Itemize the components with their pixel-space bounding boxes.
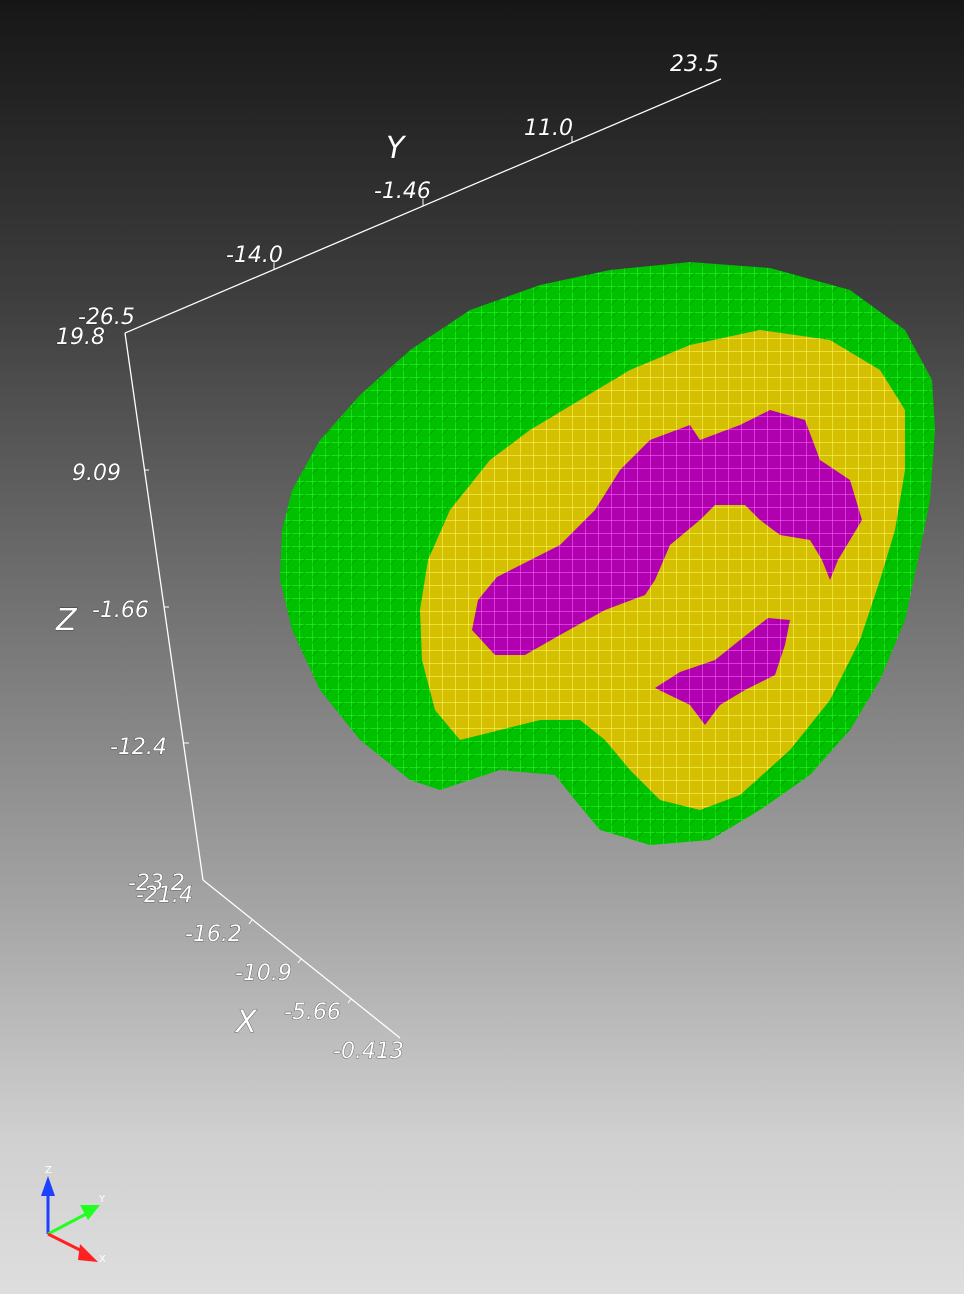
x-tick-label: -16.2 — [185, 922, 242, 947]
voxel-model[interactable] — [280, 262, 935, 845]
y-tick-label: -14.0 — [226, 243, 283, 268]
z-tick-label: -12.4 — [110, 735, 167, 760]
orientation-triad[interactable]: Z Y X — [41, 1165, 106, 1265]
inner-core-layer — [472, 410, 862, 655]
triad-y-label: Y — [98, 1194, 106, 1205]
z-tick-label: -23.2 — [128, 871, 185, 896]
z-arrow-icon — [41, 1176, 55, 1234]
y-arrow-icon — [47, 1205, 100, 1236]
y-axis-ticks — [273, 136, 573, 269]
triad-x-label: X — [99, 1254, 106, 1265]
triad-z-label: Z — [45, 1165, 52, 1176]
cube-axes: Y Z X -26.5 -14.0 -1.46 11.0 23.5 19.8 9… — [55, 52, 722, 1064]
y-axis-title: Y — [386, 131, 407, 166]
x-arrow-icon — [47, 1232, 98, 1262]
z-axis-title: Z — [55, 603, 78, 638]
y-tick-label: -1.46 — [374, 179, 431, 204]
x-axis-ticks — [248, 919, 352, 1004]
y-tick-label: 11.0 — [524, 116, 573, 141]
x-tick-label: -0.413 — [333, 1039, 404, 1064]
z-tick-label: -1.66 — [92, 598, 149, 623]
y-tick-label: 23.5 — [670, 52, 719, 77]
x-tick-label: -10.9 — [235, 961, 292, 986]
x-tick-label: -21.4 — [136, 883, 193, 908]
x-axis-line — [202, 879, 401, 1039]
y-tick-label: -26.5 — [78, 305, 135, 330]
z-tick-label: 19.8 — [56, 325, 105, 350]
x-tick-label: -5.66 — [284, 1000, 341, 1025]
x-axis-title: X — [234, 1005, 258, 1040]
inner-core-lobe — [655, 618, 790, 725]
z-tick-label: 9.09 — [72, 461, 121, 486]
z-axis-ticks — [144, 469, 189, 744]
